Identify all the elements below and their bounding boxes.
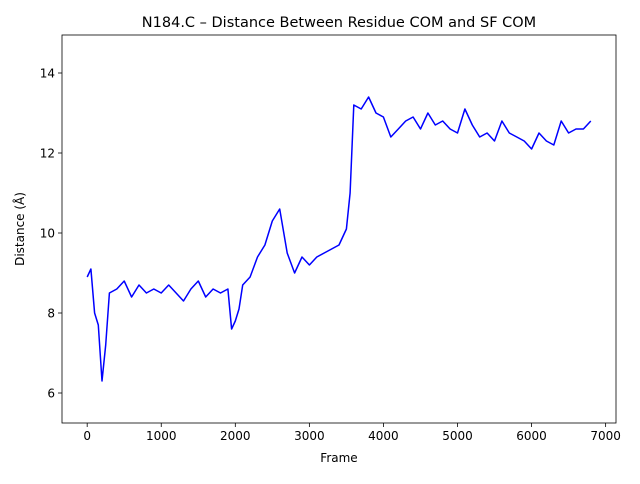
y-tick-label: 6 <box>47 387 55 401</box>
x-tick-label: 5000 <box>442 429 473 443</box>
x-tick-label: 7000 <box>590 429 621 443</box>
series-line-0 <box>86 96 592 382</box>
y-tick-label: 10 <box>40 227 55 241</box>
y-tick-label: 14 <box>40 67 55 81</box>
y-axis-label: Distance (Å) <box>12 192 27 266</box>
y-tick-label: 12 <box>40 147 55 161</box>
x-tick-label: 1000 <box>146 429 177 443</box>
plot-layer <box>86 96 592 382</box>
y-axis: 6 8 10 12 14 <box>40 67 62 401</box>
x-tick-label: 6000 <box>516 429 547 443</box>
chart-title: N184.C – Distance Between Residue COM an… <box>142 15 536 31</box>
x-tick-label: 2000 <box>220 429 251 443</box>
x-tick-label: 4000 <box>368 429 399 443</box>
plot-frame <box>61 34 617 424</box>
x-tick-label: 3000 <box>294 429 325 443</box>
x-tick-label: 0 <box>83 429 91 443</box>
x-axis-label: Frame <box>320 451 357 465</box>
y-tick-label: 8 <box>47 307 55 321</box>
x-axis: 0 1000 2000 3000 4000 5000 6000 7000 <box>83 423 621 443</box>
